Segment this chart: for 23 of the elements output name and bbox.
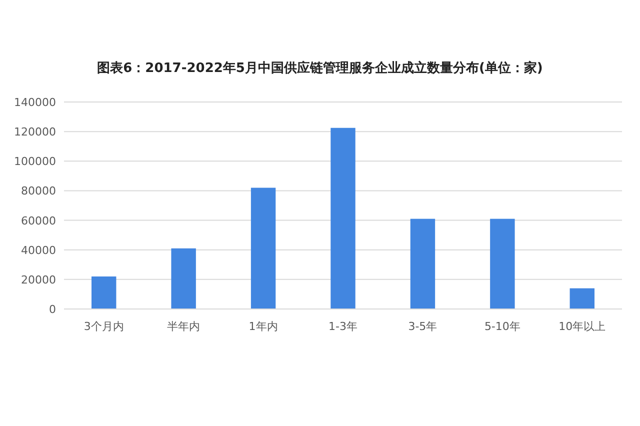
bar: [570, 288, 594, 309]
bar: [250, 188, 276, 309]
x-tick-label: 1年内: [248, 320, 278, 333]
x-tick-label: 5-10年: [484, 320, 520, 333]
y-tick-label: 60000: [21, 214, 56, 228]
x-tick-label: 10年以上: [558, 320, 606, 333]
y-tick-label: 100000: [14, 155, 56, 168]
y-tick-label: 20000: [21, 273, 56, 286]
bar: [171, 248, 196, 309]
x-tick-label: 3个月内: [84, 320, 124, 333]
bar: [410, 218, 436, 309]
x-tick-label: 半年内: [167, 320, 200, 333]
x-tick-label: 3-5年: [408, 320, 438, 333]
bar: [330, 128, 356, 309]
y-tick-label: 120000: [14, 126, 56, 139]
bar: [490, 218, 515, 309]
x-tick-label: 1-3年: [328, 320, 358, 333]
bar: [92, 276, 116, 309]
y-tick-label: 0: [49, 303, 56, 316]
chart-title: 图表6：2017-2022年5月中国供应链管理服务企业成立数量分布(单位：家): [97, 60, 543, 76]
y-tick-label: 40000: [21, 244, 56, 257]
y-tick-label: 140000: [14, 96, 56, 109]
y-tick-label: 80000: [21, 184, 56, 198]
